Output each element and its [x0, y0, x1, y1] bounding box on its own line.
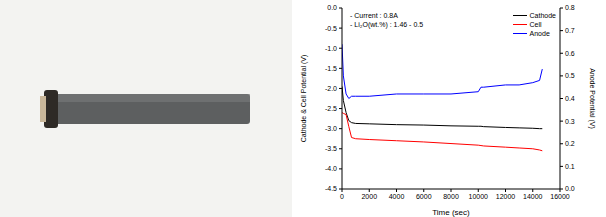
svg-text:14000: 14000 — [523, 193, 543, 200]
html-text:Cell: Cell — [529, 21, 542, 28]
svg-text:-4.5: -4.5 — [325, 185, 337, 192]
svg-text:0.0: 0.0 — [327, 4, 337, 11]
html-text:Cathode: Cathode — [529, 12, 556, 19]
svg-text:4000: 4000 — [389, 193, 405, 200]
svg-text:-3.5: -3.5 — [325, 145, 337, 152]
svg-text:0.1: 0.1 — [565, 163, 575, 170]
svg-text:0.8: 0.8 — [565, 4, 575, 11]
svg-text:0: 0 — [340, 193, 344, 200]
svg-text:0.6: 0.6 — [565, 50, 575, 57]
svg-text:0.5: 0.5 — [565, 72, 575, 79]
svg-text:-1.5: -1.5 — [325, 65, 337, 72]
svg-text:10000: 10000 — [469, 193, 489, 200]
svg-text:0.2: 0.2 — [565, 140, 575, 147]
svg-text:16000: 16000 — [550, 193, 570, 200]
svg-text:0.0: 0.0 — [565, 185, 575, 192]
svg-text:Anode Potential (V): Anode Potential (V) — [588, 68, 596, 129]
svg-text:8000: 8000 — [443, 193, 459, 200]
svg-text:0.3: 0.3 — [565, 118, 575, 125]
svg-text:6000: 6000 — [416, 193, 432, 200]
svg-text:0.7: 0.7 — [565, 27, 575, 34]
svg-text:-1.0: -1.0 — [325, 45, 337, 52]
html-text:- Current : 0.8A: - Current : 0.8A — [350, 12, 398, 19]
svg-text:-0.5: -0.5 — [325, 25, 337, 32]
svg-text:0.4: 0.4 — [565, 95, 575, 102]
svg-text:Cathode & Cell Potential (V): Cathode & Cell Potential (V) — [300, 55, 308, 143]
svg-text:2000: 2000 — [361, 193, 377, 200]
svg-text:-4.0: -4.0 — [325, 165, 337, 172]
svg-text:Time (sec): Time (sec) — [432, 208, 470, 217]
html-text:- Li₂O(wt.%) : 1.46 - 0.5: - Li₂O(wt.%) : 1.46 - 0.5 — [350, 21, 424, 28]
svg-text:-3.0: -3.0 — [325, 125, 337, 132]
svg-text:12000: 12000 — [496, 193, 516, 200]
svg-text:-2.0: -2.0 — [325, 85, 337, 92]
html-text:Anode: Anode — [529, 30, 550, 37]
svg-text:-2.5: -2.5 — [325, 105, 337, 112]
